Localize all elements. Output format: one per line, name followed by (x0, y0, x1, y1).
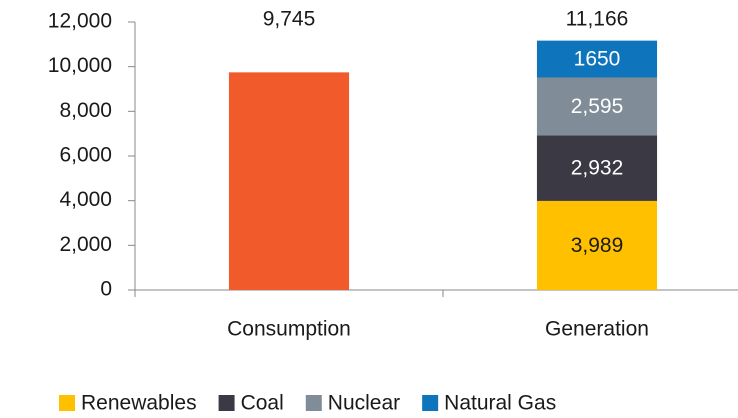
bar-segment (536, 135, 658, 201)
bar-segment (536, 40, 658, 78)
total-label: 9,745 (263, 8, 316, 31)
data-label: 1650 (574, 48, 621, 71)
legend-label: Nuclear (328, 392, 400, 415)
legend-swatch (422, 395, 439, 411)
legend-label: Coal (241, 392, 284, 415)
legend-label: Natural Gas (444, 392, 556, 415)
bar-segment (536, 77, 658, 136)
data-label: 3,989 (571, 234, 624, 257)
x-tick-label: Consumption (227, 318, 351, 341)
data-label: 2,932 (571, 157, 624, 180)
y-tick-label: 12,000 (48, 10, 112, 33)
bar-segment (536, 200, 658, 290)
legend-label: Renewables (81, 392, 197, 415)
y-tick-label: 0 (100, 278, 112, 301)
y-tick-label: 8,000 (59, 99, 112, 122)
y-tick-label: 10,000 (48, 54, 112, 77)
legend-swatch (218, 395, 235, 411)
y-tick-label: 6,000 (59, 144, 112, 167)
legend-swatch (59, 395, 75, 411)
total-label: 11,166 (566, 8, 629, 31)
bar (228, 72, 350, 290)
y-tick-label: 4,000 (59, 188, 112, 211)
x-tick-label: Generation (545, 318, 649, 341)
data-label: 2,595 (571, 95, 624, 118)
legend-swatch (305, 395, 322, 411)
y-tick-label: 2,000 (59, 233, 112, 256)
